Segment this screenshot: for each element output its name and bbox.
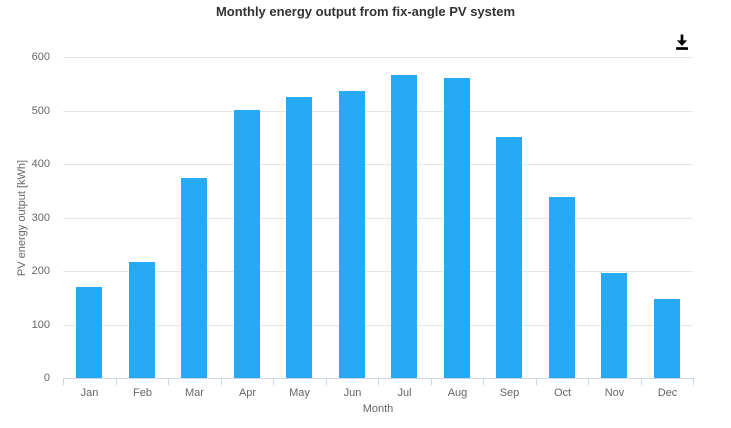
bar-oct[interactable]	[549, 197, 575, 378]
x-axis-tick	[693, 378, 694, 385]
bar-aug[interactable]	[444, 78, 470, 378]
x-tick-label: Jan	[80, 387, 99, 399]
y-tick-label: 0	[43, 372, 50, 384]
x-axis-tick	[273, 378, 274, 385]
bar-jan[interactable]	[76, 287, 102, 378]
plot-area	[63, 57, 693, 378]
bar-dec[interactable]	[654, 299, 680, 378]
y-tick-label: 400	[31, 158, 50, 170]
download-icon	[676, 34, 688, 50]
x-tick-label: Jun	[343, 387, 362, 399]
x-axis-tick	[588, 378, 589, 385]
bar-sep[interactable]	[496, 137, 522, 378]
x-axis-title: Month	[362, 403, 394, 415]
bar-may[interactable]	[286, 97, 312, 378]
gridline	[63, 57, 693, 58]
x-axis-tick	[641, 378, 642, 385]
y-tick-label: 600	[31, 51, 50, 63]
x-axis-tick	[63, 378, 64, 385]
bar-feb[interactable]	[129, 262, 155, 378]
x-axis-tick	[326, 378, 327, 385]
x-tick-label: Dec	[657, 387, 678, 399]
x-tick-label: Mar	[185, 387, 204, 399]
y-tick-label: 200	[31, 265, 50, 277]
x-tick-label: Apr	[238, 387, 257, 399]
x-axis-tick	[431, 378, 432, 385]
x-tick-label: Feb	[133, 387, 152, 399]
y-tick-label: 300	[31, 212, 50, 224]
bar-jun[interactable]	[339, 91, 365, 378]
x-axis-tick	[536, 378, 537, 385]
x-axis-tick	[378, 378, 379, 385]
x-tick-label: Oct	[553, 387, 572, 399]
bar-jul[interactable]	[391, 75, 417, 378]
gridline	[63, 218, 693, 219]
bar-nov[interactable]	[601, 273, 627, 378]
x-tick-label: Jul	[397, 387, 412, 399]
x-tick-label: Aug	[447, 387, 468, 399]
chart-title: Monthly energy output from fix-angle PV …	[215, 4, 516, 19]
bar-apr[interactable]	[234, 110, 260, 378]
gridline	[63, 325, 693, 326]
gridline	[63, 111, 693, 112]
gridline	[63, 164, 693, 165]
gridline	[63, 271, 693, 272]
x-tick-label: Sep	[499, 387, 520, 399]
y-axis-title: PV energy output [kWh]	[16, 159, 28, 277]
bar-mar[interactable]	[181, 178, 207, 378]
x-axis-tick	[221, 378, 222, 385]
x-axis-tick	[483, 378, 484, 385]
x-tick-label: Nov	[604, 387, 625, 399]
y-tick-label: 100	[31, 319, 50, 331]
download-button[interactable]	[668, 29, 696, 55]
y-tick-label: 500	[31, 105, 50, 117]
x-tick-label: May	[289, 387, 310, 399]
x-axis-tick	[116, 378, 117, 385]
x-axis-tick	[168, 378, 169, 385]
